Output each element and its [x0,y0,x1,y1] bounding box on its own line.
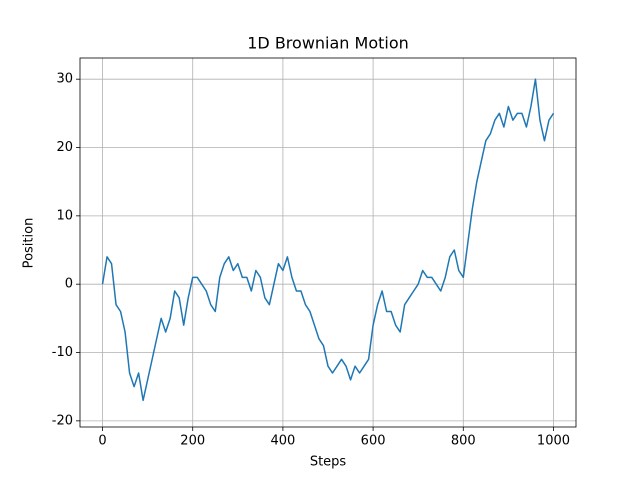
chart-title: 1D Brownian Motion [247,34,409,53]
y-tick-label: -10 [52,345,73,360]
x-tick-label: 0 [98,434,106,449]
grid [80,58,576,427]
y-tick-label: 20 [56,140,73,155]
x-tick-label: 200 [180,434,205,449]
x-tick-label: 1000 [537,434,570,449]
y-tick-label: 10 [56,208,73,223]
y-axis-label: Position [22,218,37,269]
plot-area [101,78,555,402]
y-tick-label: 0 [65,277,73,292]
data-line [101,78,555,402]
x-tick-label: 600 [361,434,386,449]
axes-frame [79,57,577,428]
y-tick-label: 30 [56,72,73,87]
y-tick-label: -20 [52,413,73,428]
x-tick-label: 800 [451,434,476,449]
x-tick-label: 400 [270,434,295,449]
x-axis-label: Steps [310,455,347,470]
